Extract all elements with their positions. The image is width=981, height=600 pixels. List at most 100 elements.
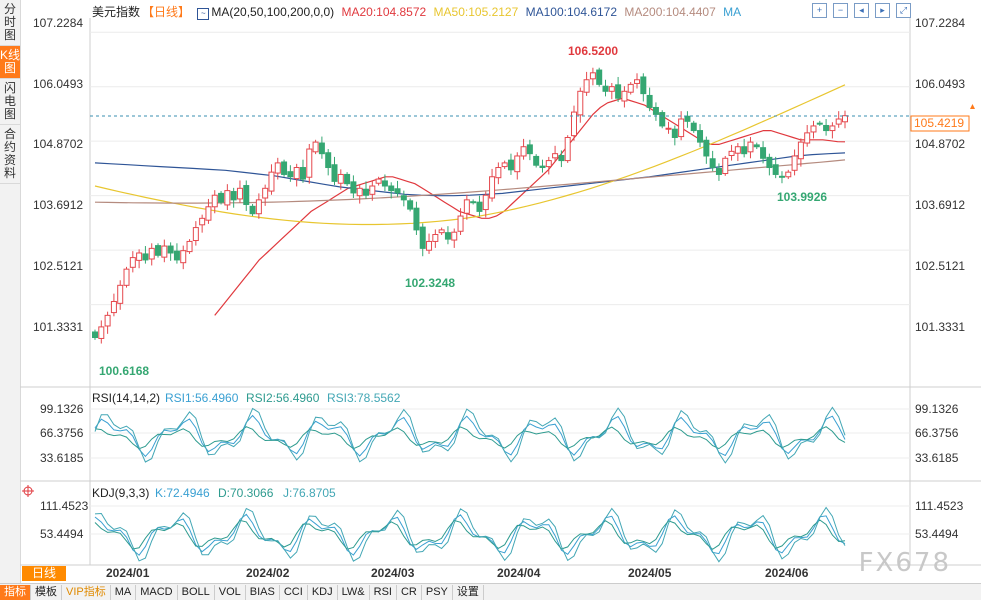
candle-body [470,201,477,204]
rsi-lines [94,406,846,464]
cci-button[interactable]: CCI [280,585,308,600]
y-tick-label: 104.8702 [915,137,965,151]
candle-body [646,94,653,108]
kdj-j-line [94,506,846,563]
template-button[interactable]: 模板 [31,585,62,600]
kdj-tick-label: 111.4523 [915,499,964,513]
kdj-button[interactable]: KDJ [308,585,338,600]
y-tick-label: 103.6912 [915,198,965,212]
kdj-settings-icon[interactable] [22,485,34,497]
candle-body [514,155,521,173]
kdj-tick-label: 53.4494 [915,527,959,541]
candle-body [753,144,760,148]
candle-body [489,176,496,199]
y-tick-label: 106.0493 [915,77,965,91]
period-label: 【日线】 [142,5,191,19]
candle-body [665,127,672,130]
candle-body [747,141,754,153]
candle-body [589,72,596,80]
rsi-tick-label: 66.3756 [40,426,84,440]
settings-button[interactable]: 设置 [453,585,484,600]
kdj-axis-right: 111.4523 53.4494 [915,499,964,541]
candle-body [388,185,395,192]
zoom-in-icon[interactable]: + [812,3,827,18]
candle-body [640,76,647,95]
scroll-right-icon[interactable]: ▸ [875,3,890,18]
candle-body [444,232,451,240]
candle-body [602,85,609,92]
candle-body [583,79,590,93]
tab-timeshare[interactable]: 分时图 [0,0,20,46]
ma-settings-icon[interactable]: ~ [197,8,210,20]
reset-icon[interactable]: ⤢ [896,3,911,18]
candle-body [243,185,250,205]
candle-body [249,205,256,215]
candle-body [167,245,174,254]
candle-body [400,195,407,201]
zoom-out-icon[interactable]: − [833,3,848,18]
candle-body [816,122,823,125]
kdj-axis-left: 111.4523 53.4494 [40,499,89,541]
candle-body [545,160,552,168]
bias-button[interactable]: BIAS [246,585,280,600]
candle-body [760,147,767,159]
chart-canvas[interactable]: 107.2284 106.0493 104.8702 103.6912 102.… [0,0,981,583]
indicator-button[interactable]: 指标 [0,585,31,600]
y-tick-label: 103.6912 [33,198,83,212]
price-up-arrow-icon [970,104,975,109]
tab-flash[interactable]: 闪电图 [0,79,20,125]
tab-kline[interactable]: K线图 [0,46,20,79]
low-annotation: 102.3248 [405,276,455,290]
candle-body [507,159,514,171]
candle-body [615,84,622,99]
psy-button[interactable]: PSY [422,585,453,600]
candle-body [350,181,357,194]
low-annotation: 103.9926 [777,190,827,204]
ma100-value: MA100:104.6172 [525,5,618,19]
candle-body [810,125,817,133]
macd-button[interactable]: MACD [136,585,178,600]
candle-body [161,245,168,258]
y-tick-label: 107.2284 [33,16,83,30]
candle-body [533,155,540,166]
candle-body [634,79,641,84]
lw-button[interactable]: LW& [338,585,370,600]
rsi1-value: RSI1:56.4960 [165,391,239,405]
ma-button[interactable]: MA [111,585,137,600]
candle-body [230,191,237,201]
period-selector-label: 日线 [32,566,57,580]
candle-body [457,215,464,232]
scroll-left-icon[interactable]: ◂ [854,3,869,18]
candle-body [173,250,180,261]
candle-body [678,118,685,138]
rsi-grid [90,408,910,459]
candle-body [369,185,376,195]
candle-body [621,90,628,102]
candle-body [438,229,445,234]
candle-body [697,130,704,143]
current-price-tag [910,115,970,132]
y-tick-label: 101.3331 [915,320,965,334]
vol-button[interactable]: VOL [215,585,246,600]
candle-body [627,83,634,93]
candle-body [123,268,130,286]
rsi3-line [94,406,846,464]
rsi-tick-label: 33.6185 [915,451,959,465]
ma-lines [94,84,846,316]
vip-indicator-button[interactable]: VIP指标 [62,585,111,600]
candle-body [306,148,313,178]
tab-contract-info[interactable]: 合约资料 [0,125,20,184]
candle-body [659,112,666,127]
candle-body [722,157,729,175]
boll-button[interactable]: BOLL [178,585,215,600]
candle-body [375,178,382,184]
rsi-button[interactable]: RSI [370,585,397,600]
indicator-bar: 指标 模板 VIP指标 MA MACD BOLL VOL BIAS CCI KDJ LW& RSI CR… [0,583,981,600]
candle-body [596,69,603,85]
y-tick-label: 101.3331 [33,320,83,334]
candle-body [741,146,748,155]
kdj-k-value: K:72.4946 [155,486,210,500]
candle-body [268,171,275,192]
period-selector[interactable]: 日线▼ [22,566,66,594]
cr-button[interactable]: CR [397,585,422,600]
